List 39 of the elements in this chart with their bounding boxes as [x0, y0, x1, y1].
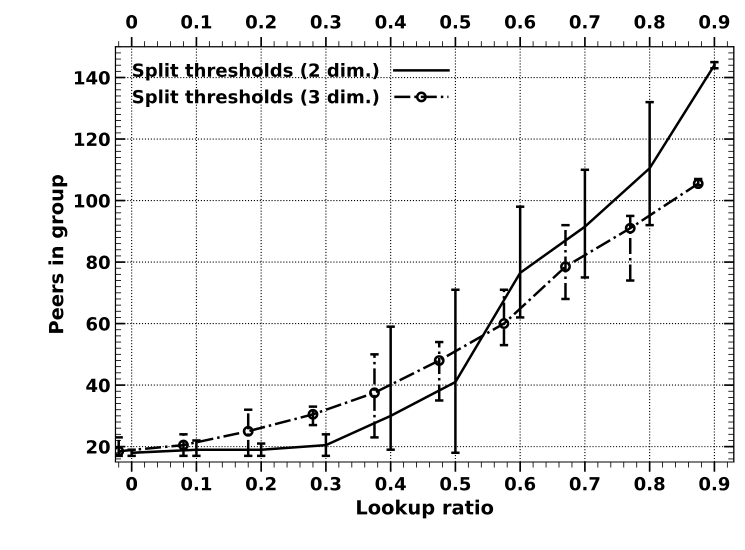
x-tick-label: 0.3 — [310, 476, 340, 491]
x2-tick-label: 0.6 — [505, 15, 536, 29]
y-tick-label: 40 — [86, 378, 110, 392]
x2-tick-label: 0.9 — [699, 15, 730, 29]
x-tick-label: 0.9 — [699, 476, 730, 491]
point — [434, 355, 445, 366]
point — [498, 318, 510, 329]
point — [624, 222, 636, 234]
legend-label: Split thresholds (3 dim.) — [133, 90, 378, 107]
x2-tick-label: 0.8 — [634, 15, 665, 29]
x-tick-label: 0.6 — [505, 476, 536, 491]
y-axis-title: Peers in group — [48, 175, 68, 333]
y-tick-label: 140 — [74, 70, 110, 85]
x-axis-title: Lookup ratio — [357, 500, 494, 518]
x-tick-label: 0 — [126, 476, 138, 491]
y-tick-label: 120 — [74, 132, 110, 146]
x2-tick-label: 0.3 — [310, 15, 340, 29]
x2-tick-label: 0.1 — [181, 15, 212, 29]
x-tick-label: 0.8 — [634, 476, 665, 491]
y-tick-label: 60 — [86, 317, 110, 331]
point — [560, 261, 571, 272]
y-tick-label: 100 — [74, 194, 110, 208]
x-tick-label: 0.5 — [440, 476, 470, 491]
x2-tick-label: 0.5 — [440, 15, 470, 29]
y-tick-label: 80 — [86, 256, 110, 270]
x-tick-label: 0.7 — [570, 476, 600, 491]
x-tick-label: 0.4 — [376, 476, 406, 491]
point — [242, 426, 254, 437]
point — [178, 440, 189, 450]
x2-tick-label: 0.2 — [246, 15, 276, 29]
point — [308, 408, 318, 420]
x-tick-label: 0.2 — [246, 476, 276, 491]
x2-tick-label: 0.7 — [570, 15, 600, 29]
legend-label: Split thresholds (2 dim.) — [133, 63, 378, 80]
x2-tick-label: 0.4 — [376, 15, 406, 29]
point — [369, 387, 380, 398]
x-tick-label: 0.1 — [181, 476, 212, 491]
y-tick-label: 20 — [86, 440, 110, 454]
x2-tick-label: 0 — [126, 15, 138, 29]
